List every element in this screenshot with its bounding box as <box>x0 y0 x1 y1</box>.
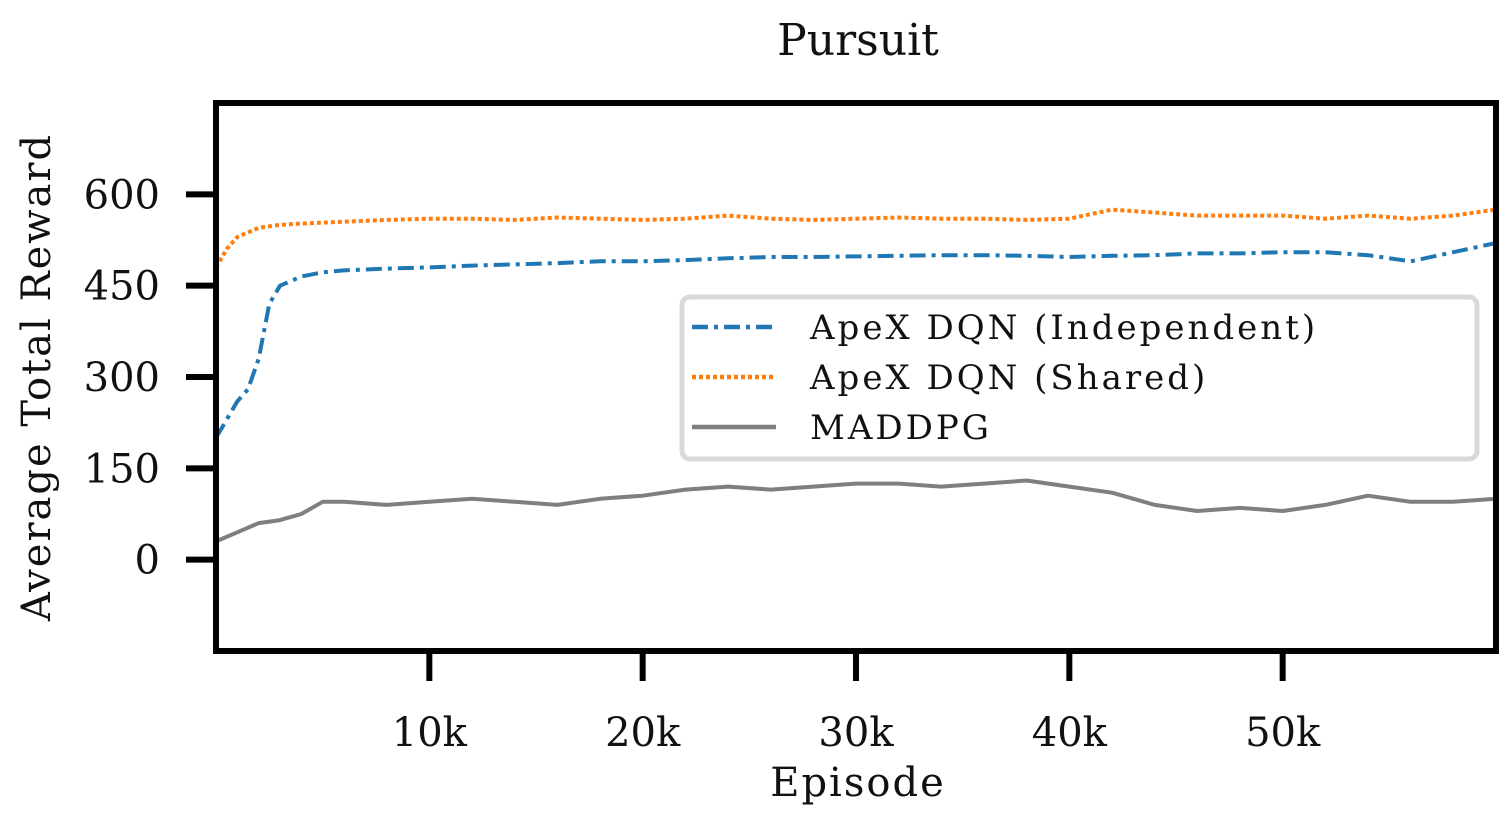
x-axis-label: Episode <box>770 760 945 806</box>
y-tick-label: 150 <box>84 446 160 492</box>
ticks-layer: 10k 20k 30k 40k 50k 0 150 300 450 600 <box>84 172 1321 756</box>
legend-label-series-0: ApeX DQN (Independent) <box>809 308 1318 348</box>
y-tick-label: 0 <box>135 538 160 584</box>
x-tick-label: 40k <box>1032 710 1108 756</box>
legend: ApeX DQN (Independent) ApeX DQN (Shared)… <box>679 294 1480 462</box>
x-tick-label: 10k <box>392 710 468 756</box>
legend-label-series-1: ApeX DQN (Shared) <box>809 358 1208 398</box>
y-tick-label: 600 <box>84 172 160 218</box>
series-line-2 <box>215 478 1497 544</box>
x-tick-label: 30k <box>818 710 894 756</box>
legend-box <box>679 294 1480 462</box>
chart-title: Pursuit <box>777 15 939 66</box>
series-layer <box>214 207 1497 544</box>
x-tick-label: 20k <box>605 710 681 756</box>
y-axis-label: Average Total Reward <box>14 133 60 622</box>
legend-label-series-2: MADDPG <box>810 408 992 448</box>
x-tick-label: 50k <box>1245 710 1321 756</box>
series-line-1 <box>214 207 1497 269</box>
y-tick-label: 300 <box>84 355 160 401</box>
y-tick-label: 450 <box>84 264 160 310</box>
